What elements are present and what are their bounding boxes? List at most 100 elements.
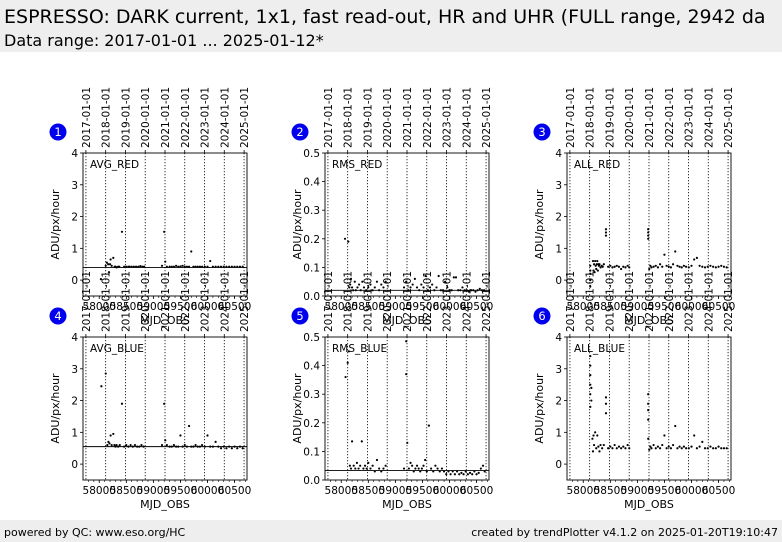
top-axis-date-label: 2018-01-01 [585, 87, 597, 148]
top-axis-date-label: 2018-01-01 [101, 87, 113, 148]
data-point [190, 445, 193, 448]
data-point [597, 445, 600, 448]
data-point [382, 286, 385, 289]
data-point [712, 447, 715, 450]
data-point [354, 467, 357, 470]
top-axis-date-label: 2017-01-01 [323, 87, 335, 148]
data-point [695, 447, 699, 450]
data-point [160, 443, 164, 447]
data-point [419, 470, 422, 473]
data-point [228, 445, 231, 448]
data-point [192, 445, 195, 448]
data-point [460, 471, 463, 474]
data-point [471, 473, 474, 476]
data-point [465, 289, 468, 292]
data-point [363, 464, 367, 467]
data-point [684, 447, 688, 450]
data-point [120, 230, 124, 233]
y-tick-label: 0.4 [303, 177, 320, 189]
y-tick-label: 3 [555, 364, 562, 376]
top-axis-date-label: 2017-01-01 [81, 87, 93, 148]
data-point [357, 467, 360, 470]
x-tick-label: 59000 [379, 301, 412, 313]
data-point [714, 266, 717, 269]
y-tick-label: 4 [71, 332, 78, 344]
data-point [436, 467, 439, 470]
data-point [596, 434, 599, 437]
footer: powered by QC: www.eso.org/HC created by… [0, 520, 782, 542]
data-point [203, 445, 206, 448]
data-point [362, 467, 365, 470]
data-point [214, 440, 217, 443]
y-tick-label: 1 [555, 427, 562, 439]
data-point [481, 464, 485, 467]
y-tick-label: 1 [71, 243, 78, 255]
data-point [444, 280, 447, 283]
data-point [620, 447, 623, 450]
y-tick-label: 4 [555, 148, 562, 160]
data-point [356, 286, 359, 289]
data-point [417, 467, 420, 470]
data-point [684, 265, 688, 268]
footer-powered-by[interactable]: powered by QC: www.eso.org/HC [4, 526, 186, 539]
data-point [163, 230, 166, 233]
data-point [409, 286, 412, 289]
data-point [348, 464, 351, 467]
top-axis-date-label: 2024-01-01 [461, 271, 473, 332]
data-point [454, 276, 458, 279]
data-point [717, 445, 720, 448]
data-point [187, 424, 191, 428]
data-point [109, 434, 112, 437]
data-point [598, 450, 601, 453]
data-point [441, 289, 445, 292]
x-tick-label: 58000 [325, 485, 358, 497]
top-axis-date-label: 2025-01-01 [239, 271, 251, 332]
data-point [693, 434, 696, 437]
data-point [359, 289, 362, 292]
data-point [384, 280, 387, 283]
panel-number-badge [291, 307, 309, 325]
data-point [658, 447, 662, 450]
data-point [647, 437, 650, 440]
data-point [118, 443, 121, 447]
data-point [99, 278, 103, 281]
data-point [382, 467, 385, 470]
panel-number: 6 [538, 309, 545, 323]
data-point [589, 405, 592, 409]
x-tick-label: 60500 [218, 301, 251, 313]
top-axis-date-label: 2019-01-01 [120, 271, 132, 332]
top-axis-date-label: 2018-01-01 [343, 271, 355, 332]
data-point [100, 385, 103, 388]
panel-number-badge [533, 307, 551, 325]
data-point [349, 283, 352, 286]
data-point [613, 443, 616, 447]
data-point [590, 399, 593, 402]
data-point [615, 447, 618, 450]
data-point [470, 289, 473, 292]
data-point [483, 289, 486, 292]
x-tick-label: 58000 [567, 485, 600, 497]
y-axis-label: ADU/px/hour [291, 189, 304, 260]
data-point [238, 445, 242, 448]
top-axis-date-label: 2022-01-01 [180, 271, 192, 332]
x-tick-label: 58500 [110, 485, 143, 497]
top-axis-date-label: 2018-01-01 [585, 271, 597, 332]
x-axis-label: MJD_OBS [140, 498, 190, 511]
data-point [405, 340, 408, 343]
data-point [589, 264, 592, 267]
data-point [448, 289, 451, 292]
data-point [440, 467, 444, 470]
data-point [725, 266, 728, 269]
data-point [451, 470, 454, 473]
data-point [437, 274, 440, 278]
data-point [183, 265, 186, 268]
data-point [185, 445, 189, 448]
data-point [375, 458, 379, 462]
data-point [701, 440, 704, 443]
data-point [687, 266, 690, 269]
data-point [407, 289, 410, 292]
data-point [170, 265, 173, 268]
data-point [592, 434, 595, 437]
data-point [228, 265, 231, 268]
data-point [669, 266, 673, 269]
